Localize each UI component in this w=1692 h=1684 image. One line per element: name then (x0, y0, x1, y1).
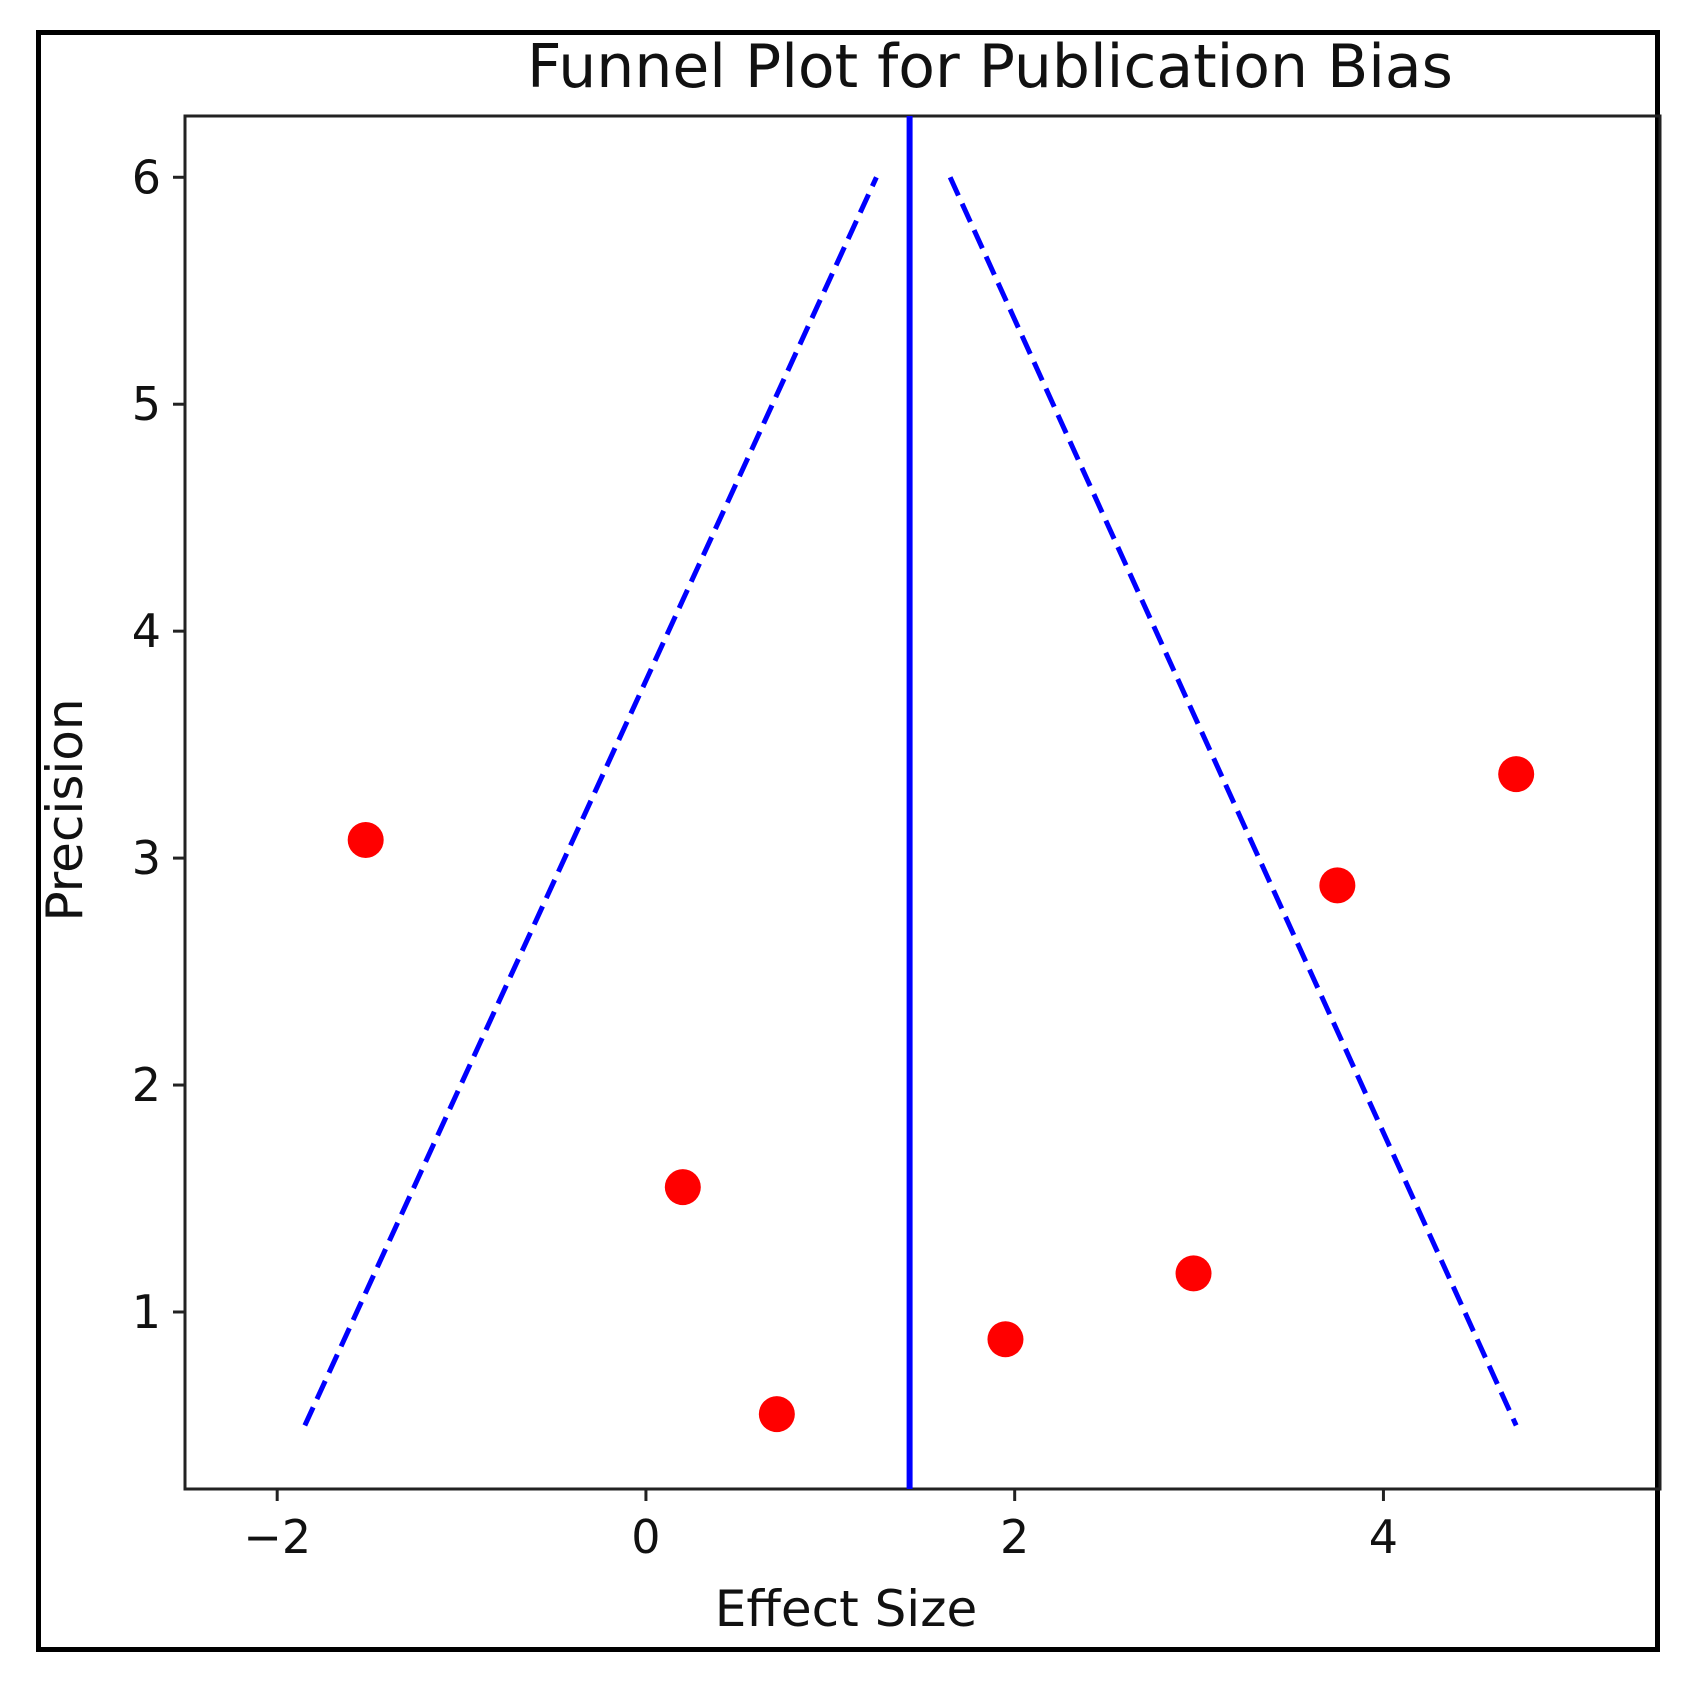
x-axis-label: Effect Size (715, 1580, 977, 1638)
y-tick-label-2: 2 (132, 1058, 161, 1112)
y-tick-label-4: 4 (132, 604, 161, 658)
figure-frame (36, 30, 1660, 1652)
x-tick-label-2: 0 (631, 1510, 660, 1564)
study-point-2 (664, 1169, 701, 1206)
x-tick-label-4: 4 (1369, 1510, 1398, 1564)
funnel-lines (302, 176, 1519, 1427)
y-tick-label-6: 6 (132, 150, 161, 204)
study-point-6 (1319, 867, 1356, 904)
plot-area (183, 114, 1662, 1491)
y-tick-label-1: 1 (132, 1285, 161, 1339)
study-points (347, 756, 1535, 1433)
study-point-4 (987, 1321, 1024, 1358)
study-point-5 (1175, 1255, 1212, 1292)
chart-title: Funnel Plot for Publication Bias (527, 32, 1453, 102)
y-tick-label-5: 5 (132, 377, 161, 431)
funnel-boundary-line-2 (947, 176, 1519, 1427)
x-tick-label-1: −2 (243, 1510, 311, 1564)
x-tick-label-3: 2 (1000, 1510, 1029, 1564)
study-point-7 (1498, 756, 1535, 793)
study-point-3 (758, 1396, 795, 1433)
funnel-boundary-line-1 (302, 176, 879, 1427)
x-axis-ticks: −2 0 2 4 (243, 1489, 1398, 1564)
study-point-1 (347, 821, 384, 858)
y-tick-label-3: 3 (132, 831, 161, 885)
y-axis-ticks: 1 2 3 4 5 6 (132, 150, 185, 1339)
y-axis-label: Precision (36, 698, 94, 921)
